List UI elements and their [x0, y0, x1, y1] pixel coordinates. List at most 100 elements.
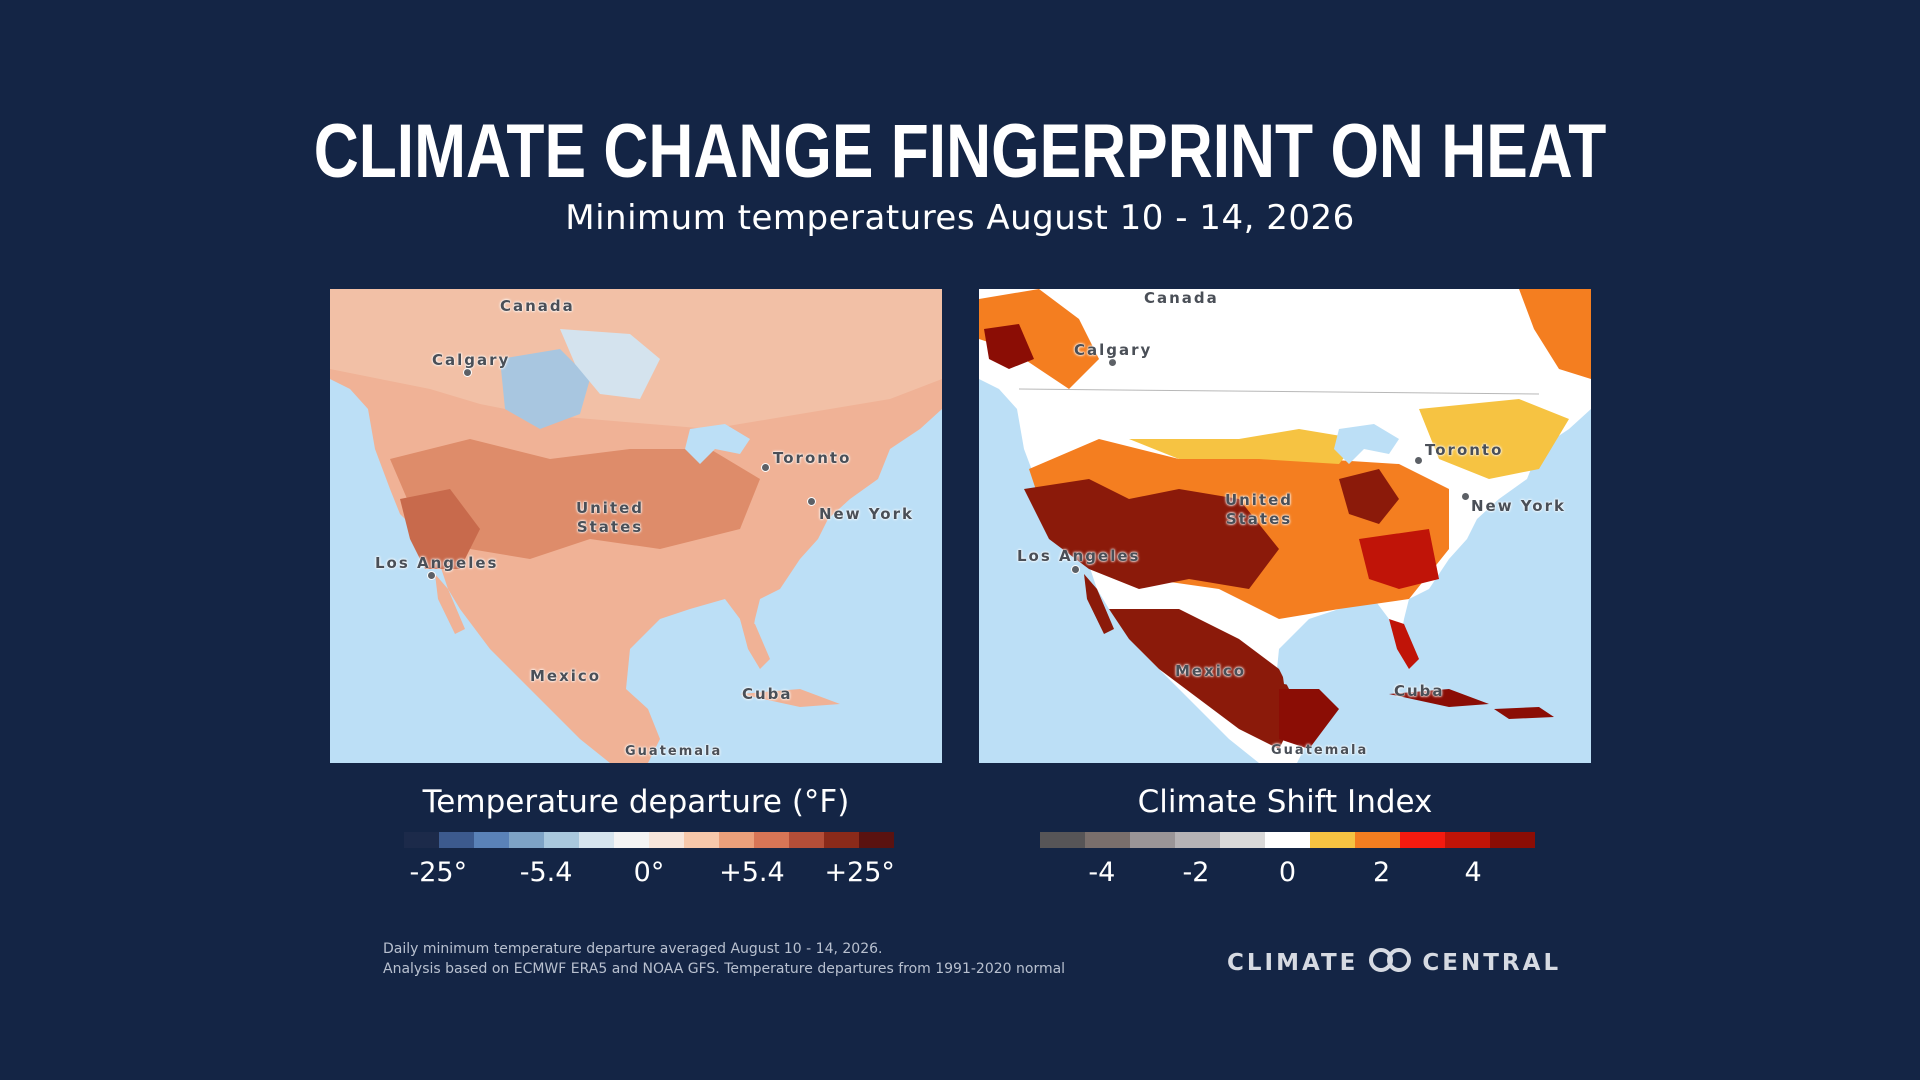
csi-tick-label: -2 [1182, 857, 1210, 888]
csi-swatch [1175, 832, 1220, 848]
great-lakes [685, 424, 750, 464]
page-subtitle: Minimum temperatures August 10 - 14, 202… [565, 198, 1355, 238]
logo-text-left: CLIMATE [1227, 950, 1359, 976]
temperature-swatch [544, 832, 579, 848]
footnote-line-2: Analysis based on ECMWF ERA5 and NOAA GF… [383, 961, 1066, 977]
csi-central-america [1279, 689, 1339, 749]
temperature-swatch [859, 832, 894, 848]
csi-midwest-core [1339, 469, 1399, 524]
great-lakes [1334, 424, 1399, 464]
csi-tick-label: 2 [1372, 857, 1391, 888]
temperature-swatch [719, 832, 754, 848]
temperature-swatch [789, 832, 824, 848]
calgary-dot [1108, 358, 1117, 367]
label-canada: Canada [500, 297, 575, 315]
label-cuba: Cuba [742, 685, 793, 703]
temperature-tick-label: -5.4 [519, 857, 573, 888]
temperature-swatch [404, 832, 439, 848]
label-guatemala: Guatemala [625, 744, 723, 759]
csi-tick-label: 4 [1464, 857, 1482, 888]
temperature-tick-label: +5.4 [719, 857, 785, 888]
temperature-swatch [649, 832, 684, 848]
csi-color-scale [1040, 832, 1535, 848]
caribbean-islands [1494, 707, 1554, 719]
csi-northwest [979, 289, 1099, 389]
calgary-dot [463, 368, 472, 377]
toronto-dot [1414, 456, 1423, 465]
label-new-york: New York [819, 505, 914, 523]
footnote-line-1: Daily minimum temperature departure aver… [383, 941, 883, 957]
temperature-legend-title: Temperature departure (°F) [422, 784, 850, 820]
csi-swatch [1265, 832, 1310, 848]
label-toronto: Toronto [1425, 441, 1504, 459]
csi-legend-title: Climate Shift Index [1137, 784, 1433, 820]
cuba-island [740, 689, 840, 707]
climate-central-logo: CLIMATE CENTRAL [1227, 948, 1561, 978]
footnote: Daily minimum temperature departure aver… [383, 939, 1065, 979]
gulf [1279, 624, 1399, 689]
warm-interior [390, 439, 760, 559]
label-cuba: Cuba [1394, 682, 1445, 700]
new-york-dot [807, 497, 816, 506]
border-line [1018, 388, 1540, 395]
label-guatemala: Guatemala [1271, 743, 1369, 758]
label-calgary: Calgary [432, 351, 511, 369]
gulf [630, 624, 750, 689]
new-york-dot [1461, 492, 1470, 501]
logo-text-right: CENTRAL [1422, 950, 1562, 976]
florida [1389, 619, 1419, 669]
temperature-swatch [684, 832, 719, 848]
temperature-swatch [614, 832, 649, 848]
csi-southeast [1359, 529, 1439, 589]
csi-tick-label: 0 [1278, 857, 1297, 888]
temperature-tick-label: -25° [409, 857, 468, 888]
los-angeles-dot [1071, 565, 1080, 574]
csi-swatch [1220, 832, 1265, 848]
csi-northeast [1519, 289, 1591, 379]
label-mexico: Mexico [530, 667, 602, 685]
label-united-states: United States [575, 499, 645, 536]
csi-tick-label: -4 [1088, 857, 1116, 888]
label-mexico: Mexico [1175, 662, 1247, 680]
csi-swatch [1130, 832, 1175, 848]
temperature-map-graphic [330, 289, 942, 763]
csi-mexico [1109, 609, 1299, 749]
csi-swatch [1040, 832, 1085, 848]
csi-southwest-core [1024, 479, 1279, 589]
climate-shift-index-map: Canada Calgary Toronto New York United S… [979, 289, 1591, 763]
temperature-swatch [474, 832, 509, 848]
hot-southwest [400, 489, 480, 569]
temperature-tick-label: +25° [824, 857, 895, 888]
temperature-swatch [439, 832, 474, 848]
temperature-tick-label: 0° [633, 857, 665, 888]
los-angeles-dot [427, 571, 436, 580]
toronto-dot [761, 463, 770, 472]
label-los-angeles: Los Angeles [375, 554, 499, 572]
temperature-departure-map: Canada Calgary Toronto New York United S… [330, 289, 942, 763]
csi-swatch [1310, 832, 1355, 848]
logo-rings-icon [1366, 947, 1414, 979]
page-title: Climate Change Fingerprint on Heat [313, 109, 1607, 194]
csi-east [1419, 399, 1569, 479]
label-canada: Canada [1144, 289, 1219, 307]
csi-northwest-dark [984, 324, 1034, 369]
temperature-swatch [824, 832, 859, 848]
baja [435, 574, 465, 634]
csi-swatch [1490, 832, 1535, 848]
csi-swatch [1445, 832, 1490, 848]
csi-swatch [1085, 832, 1130, 848]
cool-anomaly [500, 349, 590, 429]
temperature-swatch [754, 832, 789, 848]
csi-map-graphic [979, 289, 1591, 763]
florida [740, 619, 770, 669]
label-calgary: Calgary [1074, 341, 1153, 359]
csi-conus-yellow [1129, 429, 1359, 464]
csi-swatch [1355, 832, 1400, 848]
label-united-states: United States [1224, 491, 1294, 528]
label-los-angeles: Los Angeles [1017, 547, 1141, 565]
temperature-swatch [509, 832, 544, 848]
csi-swatch [1400, 832, 1445, 848]
label-toronto: Toronto [773, 449, 852, 467]
temperature-swatch [579, 832, 614, 848]
cool-anomaly-2 [560, 329, 660, 399]
